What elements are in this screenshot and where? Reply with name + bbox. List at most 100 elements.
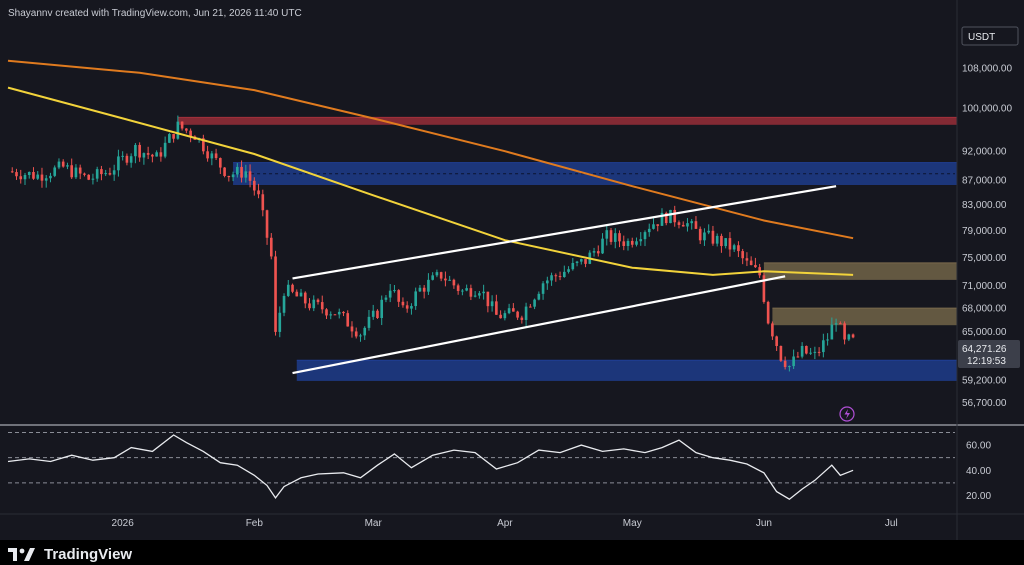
time-tick-label: Mar (365, 518, 383, 529)
candle-body (647, 228, 651, 233)
rsi-line (7, 434, 854, 500)
candle-body (707, 230, 711, 233)
candle-body (53, 167, 57, 176)
candle-body (830, 324, 834, 340)
candle-body (754, 265, 757, 268)
candle-body (745, 258, 749, 261)
lightning-alert-icon[interactable] (839, 406, 855, 422)
candle-body (329, 314, 333, 316)
candle-body (214, 153, 218, 159)
candle-body (367, 316, 371, 328)
candle-body (189, 130, 192, 137)
candle-body (847, 334, 851, 340)
candle-body (261, 194, 265, 211)
candle-body (244, 171, 248, 178)
candle-body (529, 306, 532, 308)
footer-bar (0, 540, 1024, 565)
bar-countdown: 12:19:53 (967, 356, 1006, 367)
candle-body (796, 356, 800, 358)
candle-body (482, 291, 485, 294)
candle-body (579, 259, 583, 262)
candle-body (397, 290, 401, 302)
candle-body (839, 323, 842, 325)
candle-body (151, 154, 154, 157)
price-tick-label: 87,000.00 (962, 176, 1007, 187)
candle-body (223, 167, 226, 176)
chart-svg[interactable]: 108,000.00 100,000.00 92,000.00 87,000.00 83… (0, 0, 1024, 540)
candle-body (359, 335, 362, 337)
candle-body (418, 287, 422, 292)
candle-body (490, 301, 494, 307)
candle-body (295, 291, 299, 297)
candle-body (125, 155, 129, 163)
currency-badge-label: USDT (968, 32, 995, 43)
candle-body (465, 288, 468, 291)
candle-body (605, 230, 609, 239)
price-tick-label: 100,000.00 (962, 103, 1012, 114)
candle-body (236, 166, 239, 175)
candle-body (291, 284, 294, 292)
price-tick-label: 79,000.00 (962, 226, 1007, 237)
candle-body (312, 299, 316, 309)
candle-body (660, 212, 664, 226)
candle-body (800, 345, 804, 357)
currency-badge[interactable]: USDT (961, 26, 1019, 46)
candle-body (83, 173, 86, 175)
candle-body (567, 269, 570, 272)
candle-body (478, 293, 481, 296)
ascending-channel (292, 185, 837, 375)
candle-body (609, 230, 613, 242)
candle-body (562, 271, 566, 277)
candlesticks (10, 115, 855, 372)
candle-body (231, 174, 235, 178)
candle-body (376, 310, 379, 319)
price-tick-label: 65,000.00 (962, 327, 1007, 338)
candle-body (27, 171, 31, 175)
candle-body (452, 279, 456, 286)
price-tick-label: 92,000.00 (962, 147, 1007, 158)
chart-attribution: Shayannv created with TradingView.com, J… (8, 8, 302, 19)
candle-body (809, 352, 812, 354)
candle-body (541, 283, 545, 294)
candle-body (652, 224, 655, 229)
candle-body (715, 235, 719, 244)
candle-body (210, 153, 214, 159)
candle-body (630, 240, 634, 245)
candle-body (32, 171, 35, 179)
candle-body (749, 260, 753, 266)
candle-body (677, 222, 681, 225)
candle-body (724, 238, 727, 247)
candle-body (303, 292, 307, 304)
candle-body (401, 301, 405, 306)
candle-body (320, 302, 324, 310)
price-zones (177, 116, 957, 381)
candle-body (703, 232, 706, 241)
candle-body (49, 175, 52, 179)
candle-body (61, 161, 65, 167)
price-axis[interactable]: 108,000.00 100,000.00 92,000.00 87,000.00 83… (962, 63, 1012, 408)
candle-body (813, 351, 817, 353)
brand[interactable]: TradingView (8, 545, 132, 563)
candle-body (805, 345, 808, 354)
candle-body (282, 295, 286, 313)
candle-body (669, 209, 672, 224)
moving-averages (7, 59, 854, 276)
candle-body (473, 295, 477, 297)
candle-body (622, 241, 626, 246)
candle-body (117, 156, 120, 171)
candle-body (286, 284, 290, 296)
last-price-value: 64,271.26 (962, 344, 1007, 355)
rsi-axis[interactable]: 60.00 40.00 20.00 (966, 441, 991, 502)
candle-body (410, 306, 413, 309)
time-axis[interactable]: 2026 Feb Mar Apr May Jun Jul (112, 518, 898, 529)
candle-body (575, 261, 579, 263)
candle-body (185, 128, 188, 131)
candle-body (146, 153, 150, 155)
price-tick-label: 56,700.00 (962, 398, 1007, 409)
price-tick-label: 68,000.00 (962, 304, 1007, 315)
candle-body (681, 224, 685, 227)
candle-body (57, 161, 61, 168)
candle-body (431, 275, 434, 280)
candle-body (15, 172, 18, 177)
